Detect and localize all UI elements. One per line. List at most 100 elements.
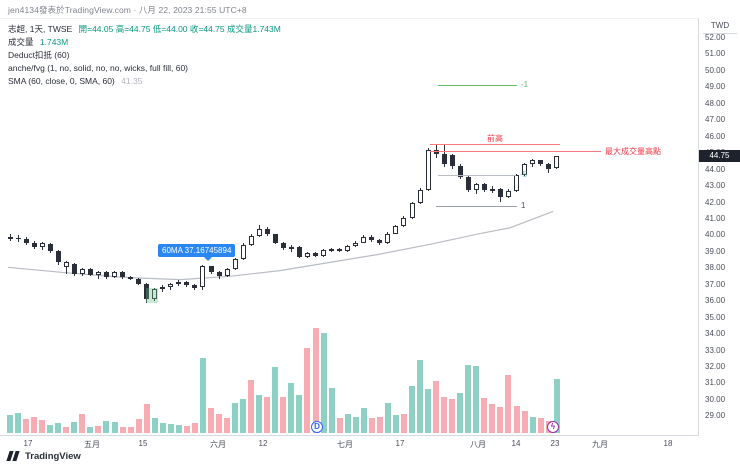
legend-deduct-row[interactable]: Deduct扣抵 (60) [8, 49, 281, 62]
count-line-1[interactable] [436, 205, 517, 207]
price-tick-label: 31.00 [705, 378, 726, 388]
candle-body [144, 283, 150, 299]
volume-bar [151, 418, 158, 433]
candle-body [385, 233, 391, 244]
time-tick-label: 23 [550, 439, 560, 448]
candle-body [473, 184, 479, 190]
candle-body [337, 249, 343, 251]
price-tick-label: 35.00 [705, 312, 726, 322]
volume-bar [449, 399, 456, 433]
volume-bar [208, 408, 214, 433]
time-tick-label: 七月 [337, 440, 353, 449]
volume-bar [167, 424, 174, 433]
candle-body [409, 203, 415, 218]
candle-body [505, 190, 511, 197]
legend-sma-row[interactable]: SMA (60, close, 0, SMA, 60) 41.35 [8, 75, 281, 88]
candle-body [224, 268, 230, 277]
candle-wick [290, 245, 292, 253]
prior-high-line-label: 前高 [487, 133, 503, 143]
volume-bar [344, 414, 351, 433]
candle-body [514, 175, 520, 191]
volume-bar [320, 333, 327, 433]
volume-bar [63, 427, 70, 433]
volume-bar [392, 415, 399, 433]
volume-bar [79, 414, 86, 433]
candle-body [393, 226, 399, 234]
prior-high-line[interactable] [430, 143, 560, 145]
legend-volume-row[interactable]: 成交量 1.743M [8, 36, 281, 49]
candle-body [313, 253, 319, 256]
price-tick-label: 29.00 [705, 411, 726, 421]
price-tick-label: 34.00 [705, 329, 726, 339]
price-tick-label: 32.00 [705, 362, 726, 371]
candle-body [457, 166, 463, 177]
volume-bar [497, 407, 504, 433]
candle-body [136, 278, 142, 284]
tradingview-logo-icon [6, 451, 21, 461]
candle-body [433, 149, 439, 154]
candle-body [546, 164, 552, 170]
volume-bar [465, 365, 472, 433]
candle-body [55, 250, 61, 263]
candle-body [128, 277, 134, 279]
time-tick-label: 17 [23, 439, 33, 448]
volume-bar [256, 395, 263, 433]
candle-body [554, 156, 560, 168]
volume-bar [47, 425, 54, 433]
volume-bar [23, 419, 30, 433]
volume-bar [328, 388, 335, 433]
price-tick-label: 51.00 [705, 49, 726, 59]
volume-bar [304, 348, 311, 433]
time-axis[interactable]: 17 五月 15 六月 12 七月 17 八月 14 23 九月 18 [0, 436, 740, 452]
candle-body [120, 272, 126, 278]
sma-indicator-label: SMA (60, close, 0, SMA, 60) [8, 76, 115, 86]
volume-bar [87, 427, 94, 433]
candle-body [176, 282, 182, 285]
time-tick-label: 17 [395, 439, 405, 448]
candle-body [530, 160, 536, 165]
dividend-marker[interactable]: D [311, 421, 323, 433]
volume-bar [39, 420, 46, 433]
volume-bar [232, 403, 239, 433]
candle-body [377, 240, 383, 244]
deduct-line[interactable] [438, 84, 517, 86]
candle-body [353, 242, 359, 246]
price-tick-label: 47.00 [705, 115, 726, 125]
volume-bar [183, 426, 190, 433]
volume-bar [175, 425, 182, 433]
count-line-minus5[interactable] [438, 175, 516, 177]
deduct-indicator-label: Deduct扣抵 (60) [8, 50, 70, 60]
candle-body [71, 264, 77, 274]
candle-body [489, 189, 495, 192]
event-marker[interactable]: ϟ [547, 421, 559, 433]
volume-bar [409, 386, 415, 433]
candle-body [296, 246, 302, 257]
price-axis[interactable]: TWD 52.00 51.00 50.00 49.00 48.00 47.00 46.00 4… [698, 18, 740, 436]
candle-body [465, 176, 471, 190]
volume-bar [336, 418, 343, 433]
volume-bar [529, 417, 536, 433]
volume-bar [505, 375, 512, 433]
candle-body [168, 283, 174, 288]
chart-legend: 志超, 1天, TWSE 開=44.05 高=44.75 低=44.00 收=4… [8, 23, 281, 88]
volume-bar [15, 413, 22, 433]
volume-bar [224, 418, 231, 433]
candle-body [481, 184, 487, 190]
candle-body [417, 189, 423, 204]
max-volume-high-line[interactable] [430, 150, 601, 152]
volume-bar [199, 358, 206, 433]
ma-value-callout[interactable]: 60MA 37.16745894 [158, 244, 236, 261]
volume-bar [296, 395, 303, 433]
price-tick-label: 39.00 [705, 246, 726, 256]
tradingview-footer[interactable]: TradingView [6, 449, 81, 463]
volume-bar [425, 389, 432, 433]
candle-body [361, 236, 367, 243]
time-axis-border [0, 435, 740, 436]
price-tick-label: 30.00 [705, 394, 726, 404]
price-tick-label: 48.00 [705, 98, 726, 108]
published-byline: jen4134發表於TradingView.com · 八月 22, 2023 … [8, 5, 247, 15]
deduct-line-label: -1 [521, 79, 529, 89]
legend-symbol-row[interactable]: 志超, 1天, TWSE 開=44.05 高=44.75 低=44.00 收=4… [8, 23, 281, 36]
legend-fvg-row[interactable]: anche/fvg (1, no, solid, no, no, wicks, … [8, 62, 281, 75]
